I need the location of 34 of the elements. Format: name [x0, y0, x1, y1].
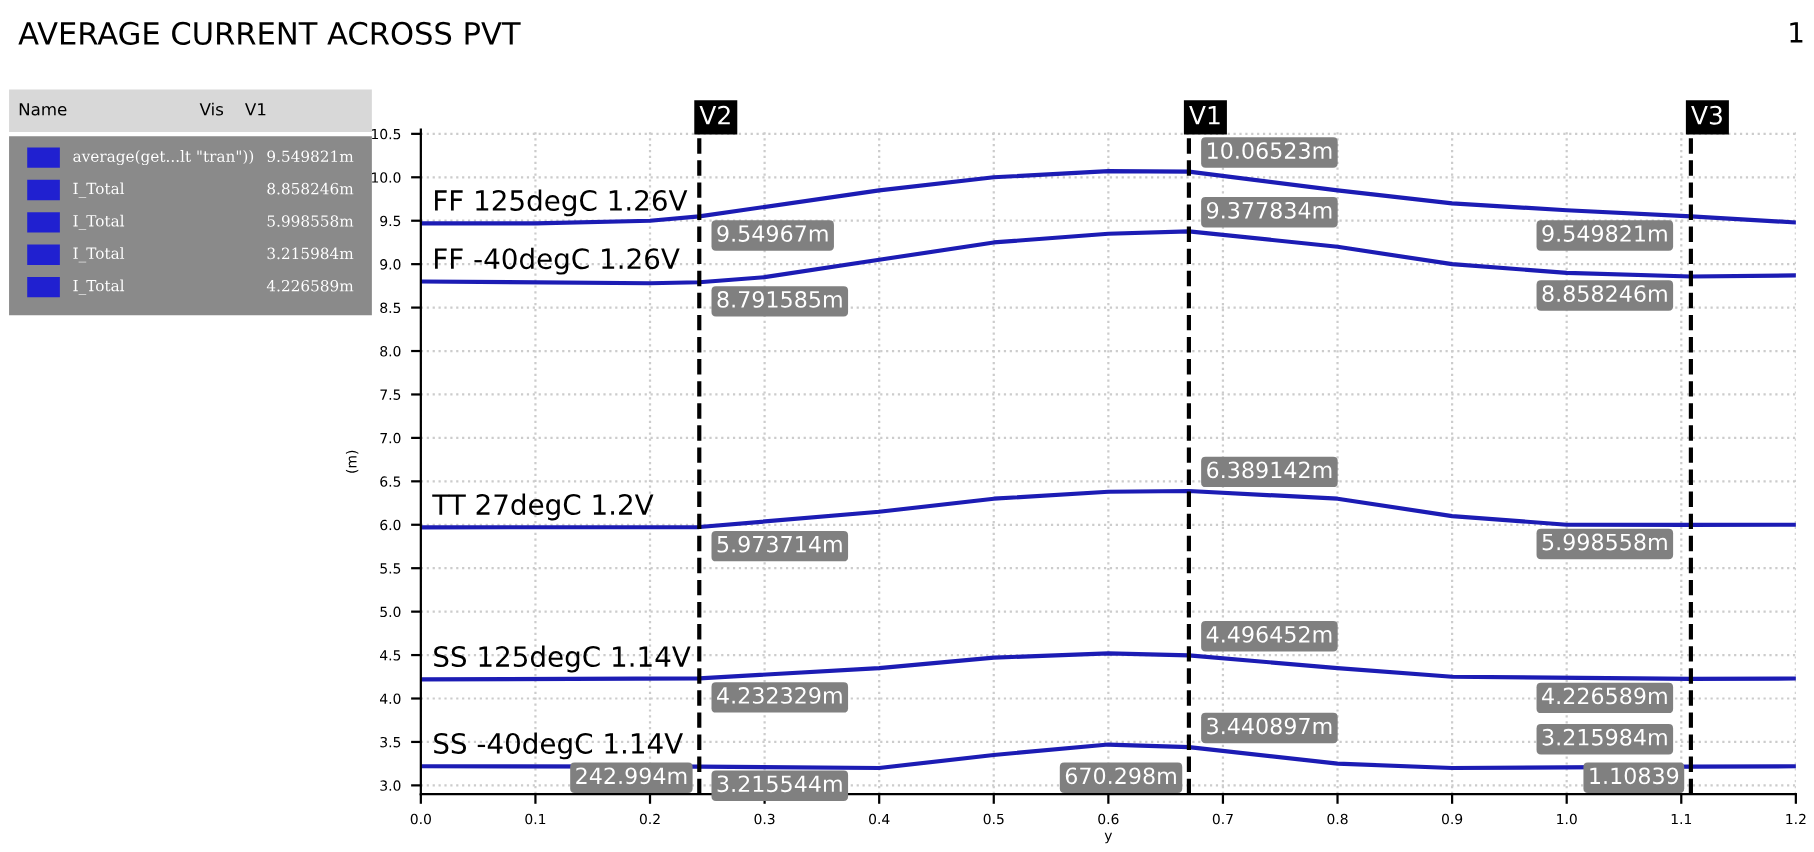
annotation: 10.06523m: [1208, 142, 1332, 159]
series-label: FF -40degC 1.26V: [435, 247, 680, 275]
annotation: 9.377834m: [1206, 201, 1332, 219]
annotation: 242.994m: [576, 767, 687, 785]
line-series: [420, 169, 1796, 226]
series-label: SS -40degC 1.14V: [434, 732, 683, 760]
annotation: 8.791585m: [717, 290, 842, 308]
annotation: 3.215984m: [1542, 728, 1667, 746]
annotation: 5.998558m: [1542, 533, 1667, 551]
text: 1: [1790, 22, 1803, 43]
text: Vis: [199, 102, 224, 116]
line-series: [420, 488, 1796, 530]
annotation: 3.215544m: [717, 775, 842, 793]
ref-line-label: V3: [1691, 105, 1722, 125]
ref-line-label: V2: [699, 105, 730, 125]
annotation: 670.298m: [1065, 767, 1176, 785]
annotation: 3.440897m: [1207, 717, 1332, 735]
series-label: FF 125degC 1.26V: [435, 189, 688, 217]
chart-title: AVERAGE CURRENT ACROSS PVT: [18, 21, 521, 45]
annotation: 6.389142m: [1207, 461, 1332, 479]
annotation: 8.858246m: [1542, 285, 1667, 302]
annotation: 4.496452m: [1206, 625, 1332, 643]
line-series: [420, 229, 1796, 286]
series-label: TT 27degC 1.2V: [432, 493, 654, 521]
text: V1: [245, 103, 266, 116]
annotation: 5.973714m: [717, 535, 842, 553]
series-label: SS 125degC 1.14V: [434, 645, 691, 673]
annotation: 4.232329m: [717, 687, 842, 704]
annotation: 9.54967m: [717, 225, 828, 242]
annotation: 1.10839: [1590, 767, 1679, 785]
annotation: 4.226589m: [1542, 687, 1667, 705]
ref-line-label: V1: [1189, 106, 1220, 125]
annotation: 9.549821m: [1542, 225, 1667, 242]
text: Name: [19, 103, 67, 116]
